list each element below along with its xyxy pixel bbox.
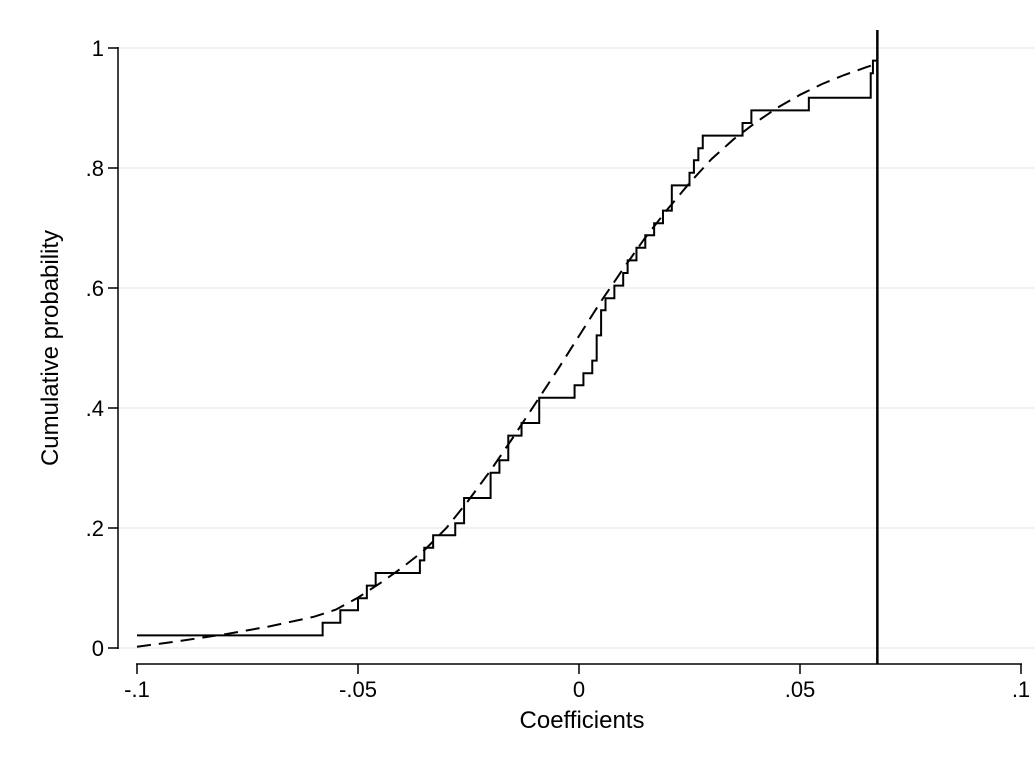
gridlines	[118, 47, 1034, 649]
x-ticks: -.1 -.05 0 .05 .1	[124, 664, 1030, 702]
x-axis-title: Coefficients	[520, 707, 645, 734]
x-tick-label: .05	[785, 677, 816, 702]
fitted-cdf-dashed-line	[136, 62, 878, 648]
x-tick-label: .1	[1012, 677, 1030, 702]
y-tick-label: .4	[86, 396, 104, 421]
y-tick-label: .2	[86, 516, 104, 541]
y-tick-label: .8	[86, 156, 104, 181]
y-axis-title: Cumulative probability	[37, 230, 64, 466]
x-tick-label: 0	[573, 677, 585, 702]
y-tick-label: 1	[92, 36, 104, 61]
x-tick-label: -.1	[124, 677, 150, 702]
x-tick-label: -.05	[339, 677, 377, 702]
empirical-cdf-step-line	[137, 59, 878, 637]
y-tick-label: 0	[92, 636, 104, 661]
series-layer	[136, 59, 878, 648]
y-ticks: 0 .2 .4 .6 .8 1	[86, 36, 118, 661]
y-tick-label: .6	[86, 276, 104, 301]
